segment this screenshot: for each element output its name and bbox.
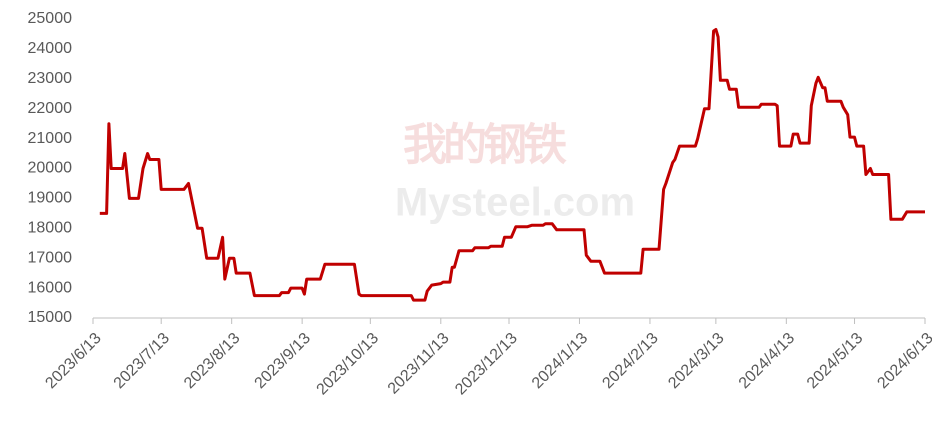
y-tick-label: 25000 [28,10,73,27]
y-tick-label: 18000 [28,220,73,237]
x-tick-label: 2023/11/13 [385,330,453,398]
y-tick-label: 20000 [28,160,73,177]
x-tick-label: 2023/10/13 [314,330,383,399]
y-tick-label: 15000 [28,309,73,326]
y-tick-label: 23000 [28,70,73,87]
x-tick-label: 2024/1/13 [529,330,591,392]
x-tick-label: 2024/6/13 [874,330,932,392]
y-tick-label: 22000 [28,100,73,117]
y-tick-label: 19000 [28,190,73,207]
x-tick-label: 2023/12/13 [452,330,521,399]
y-tick-label: 21000 [28,130,73,147]
x-tick-label: 2023/7/13 [111,330,173,392]
x-tick-label: 2024/2/13 [599,330,661,392]
line-series [99,28,925,302]
x-tick-label: 2024/5/13 [804,330,866,392]
x-tick-label: 2023/8/13 [181,330,243,392]
y-tick-label: 24000 [28,40,73,57]
x-tick-label: 2023/9/13 [252,330,314,392]
x-tick-label: 2024/4/13 [736,330,798,392]
x-tick-label: 2024/3/13 [665,330,727,392]
y-tick-label: 17000 [28,249,73,266]
watermark-logo: 我的钢铁 [403,121,567,170]
x-tick-label: 2023/6/13 [42,330,104,392]
watermark-text: Mysteel.com [395,181,635,225]
y-tick-label: 16000 [28,279,73,296]
